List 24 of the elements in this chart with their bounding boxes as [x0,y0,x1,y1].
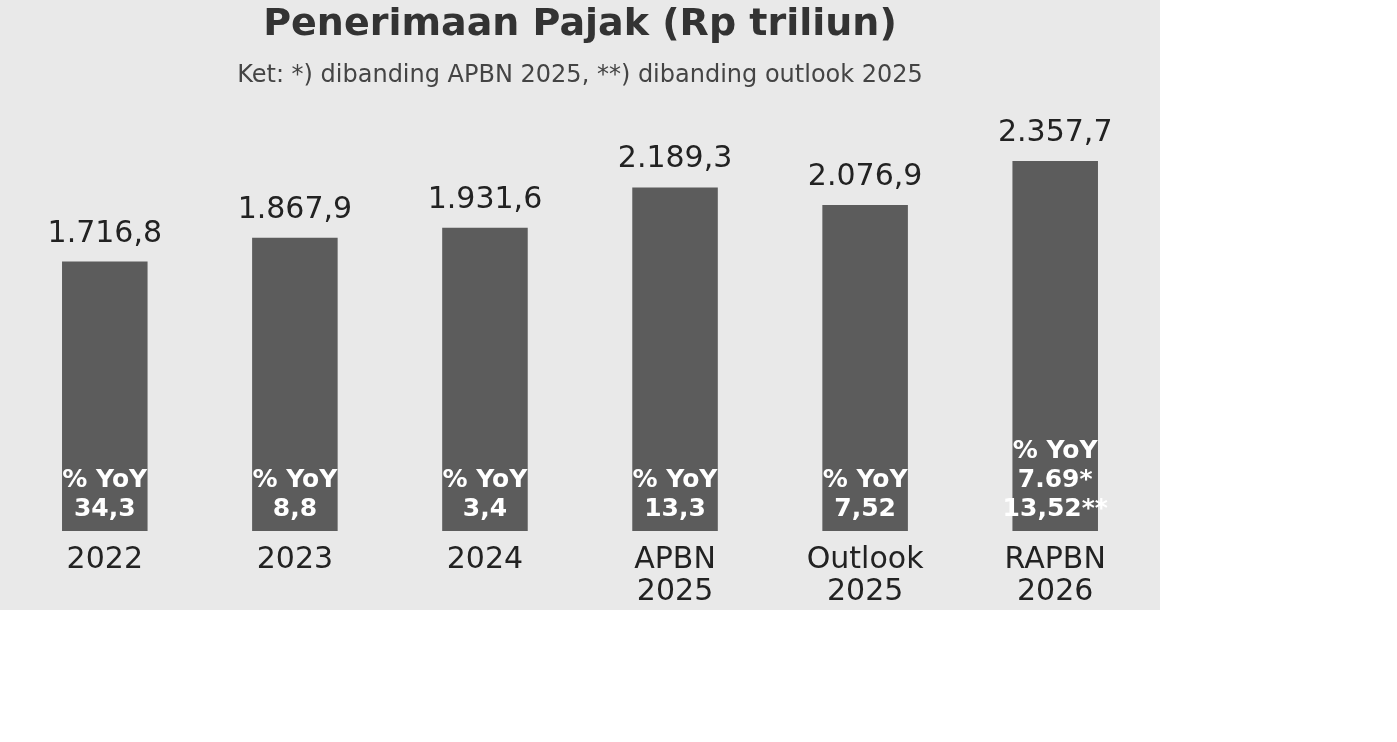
bar [632,187,718,531]
annotation: % YoY 34,3 [62,464,149,522]
x-tick-label: Outlook 2025 [806,539,925,607]
chart-title: Penerimaan Pajak (Rp triliun) [263,0,897,44]
bar [822,205,908,531]
annotation: % YoY 7,52 [822,464,909,522]
x-tick-label: APBN 2025 [634,539,716,607]
chart-subtitle: Ket: *) dibanding APBN 2025, **) dibanding outlook 2025 [237,60,923,88]
x-tick-label: 2022 [66,539,143,575]
bar [442,227,528,531]
x-tick-label: RAPBN 2026 [1004,539,1106,607]
bar [62,261,148,531]
data-label: 2.357,7 [997,113,1113,148]
x-tick-label: 2023 [256,539,334,575]
data-label: 2.076,9 [807,157,923,193]
annotation: % YoY 3,4 [442,464,529,522]
data-label: 1.716,8 [47,213,163,249]
data-label: 1.931,6 [427,179,543,215]
x-tick-label: 2024 [446,539,524,575]
bar [252,237,338,531]
data-label: 2.189,3 [617,139,733,175]
data-label: 1.867,9 [237,189,353,225]
annotation: % YoY 13,3 [632,464,719,522]
annotation: % YoY 8,8 [252,464,339,522]
